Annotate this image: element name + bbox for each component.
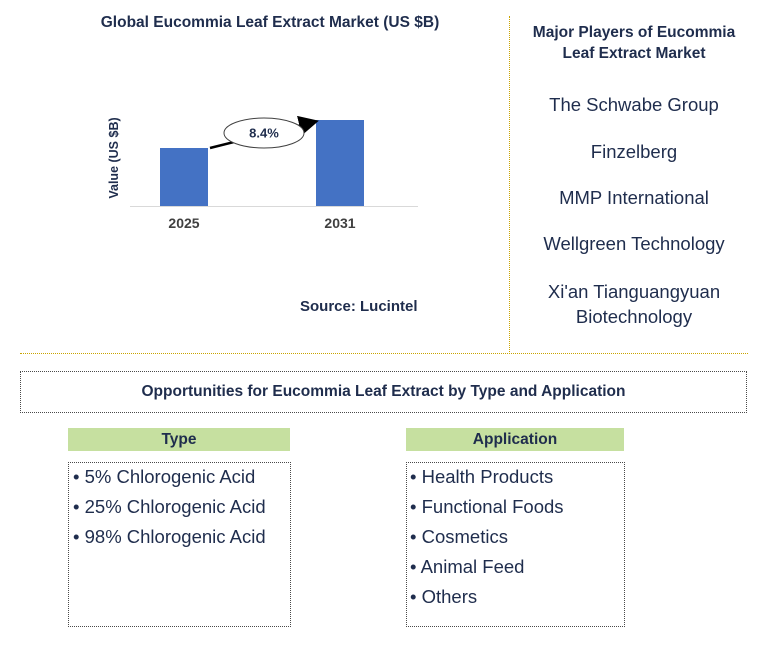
chart-source: Source: Lucintel	[300, 298, 418, 315]
application-header: Application	[406, 428, 624, 451]
player-item: MMP International	[559, 187, 709, 208]
x-tick-label: 2025	[168, 215, 199, 231]
opportunities-title: Opportunities for Eucommia Leaf Extract …	[141, 383, 626, 400]
type-item: • 25% Chlorogenic Acid	[73, 496, 266, 517]
bar-2025	[160, 148, 208, 206]
player-item: Wellgreen Technology	[543, 233, 725, 254]
application-list-box	[406, 462, 625, 627]
vertical-divider	[509, 16, 510, 352]
type-header: Type	[68, 428, 290, 451]
cagr-ellipse	[223, 117, 305, 149]
bar-chart: Value (US $B) 2025 2031 8.4%	[107, 115, 418, 231]
y-axis-label: Value (US $B)	[107, 117, 121, 198]
opportunities-banner	[20, 371, 747, 413]
players-title: Major Players of Eucommia Leaf Extract M…	[532, 24, 736, 62]
type-item: • 98% Chlorogenic Acid	[73, 526, 266, 547]
player-item: Finzelberg	[590, 141, 678, 162]
x-tick-label: 2031	[324, 215, 355, 231]
cagr-label: 8.4%	[249, 126, 279, 141]
application-item: • Health Products	[410, 466, 554, 487]
application-item: • Animal Feed	[410, 556, 525, 577]
type-item: • 5% Chlorogenic Acid	[73, 466, 256, 487]
chart-title: Global Eucommia Leaf Extract Market (US …	[100, 14, 440, 31]
player-item: The Schwabe Group	[549, 94, 719, 115]
type-list-box	[68, 462, 291, 627]
bar-2031	[316, 120, 364, 206]
application-item: • Cosmetics	[410, 526, 508, 547]
player-item: Xi'an Tianguangyuan Biotechnology	[547, 281, 721, 327]
horizontal-divider	[20, 353, 748, 354]
application-item: • Functional Foods	[410, 496, 564, 517]
application-item: • Others	[410, 586, 478, 607]
